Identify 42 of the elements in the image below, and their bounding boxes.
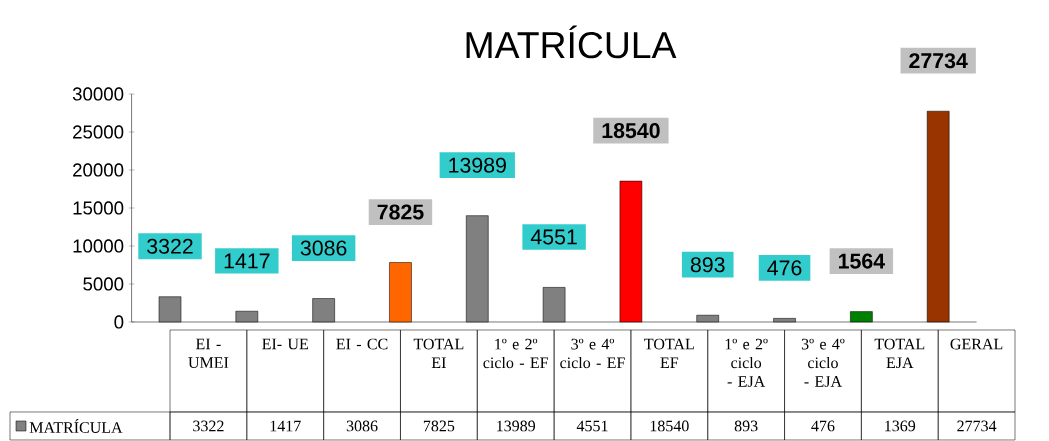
- x-tick-label: TOTAL EF: [644, 338, 694, 368]
- y-tick-label: 15000: [73, 201, 124, 215]
- y-tick-label: 5000: [83, 277, 124, 291]
- annotation: 3086: [300, 240, 347, 256]
- x-tick-label: GERAL: [950, 338, 1003, 350]
- annotation: 18540: [602, 123, 660, 139]
- data-label: 893: [734, 420, 758, 432]
- x-tick-label: TOTAL EJA: [874, 338, 925, 369]
- data-label: 27734: [957, 420, 997, 432]
- data-label: 3322: [193, 420, 224, 432]
- annotation: 13989: [449, 157, 506, 173]
- annotation: 1417: [224, 253, 270, 269]
- x-tick-label: TOTAL EI: [413, 338, 464, 368]
- x-tick-label: 3º e 4º ciclo - EJA: [801, 338, 845, 387]
- annotation: 7825: [377, 204, 424, 220]
- x-tick-label: EI- UE: [262, 338, 308, 350]
- data-label: 1417: [270, 420, 301, 432]
- y-tick-label: 25000: [73, 125, 124, 139]
- annotation: 1564: [838, 253, 885, 269]
- x-tick-label: 1º e 2º ciclo - EJA: [725, 338, 768, 387]
- legend-label: MATRÍCULA: [29, 419, 123, 433]
- chart-title: MATRÍCULA: [466, 25, 677, 59]
- text: 27734: [909, 53, 968, 69]
- y-tick-label: 30000: [72, 87, 124, 101]
- annotation: 476: [767, 260, 802, 276]
- data-label: 476: [811, 420, 835, 432]
- annotation: 4551: [530, 229, 577, 245]
- annotation: 893: [690, 257, 725, 273]
- y-tick-label: 20000: [73, 163, 124, 177]
- data-label: 13989: [497, 420, 536, 432]
- y-tick-label: 0: [114, 315, 124, 329]
- x-tick-label: EI - UMEI: [188, 338, 229, 368]
- data-label: 18540: [650, 420, 689, 432]
- x-tick-label: 1º e 2º ciclo - EF: [483, 338, 548, 369]
- x-tick-label: 3º e 4º ciclo - EF: [560, 338, 625, 369]
- data-label: 4551: [576, 420, 608, 432]
- y-tick-label: 10000: [73, 239, 124, 253]
- x-tick-label: EI - CC: [336, 338, 388, 350]
- data-label: 1369: [885, 420, 916, 432]
- data-label: 3086: [346, 420, 378, 432]
- annotation: 3322: [147, 238, 193, 254]
- data-label: 7825: [423, 420, 455, 432]
